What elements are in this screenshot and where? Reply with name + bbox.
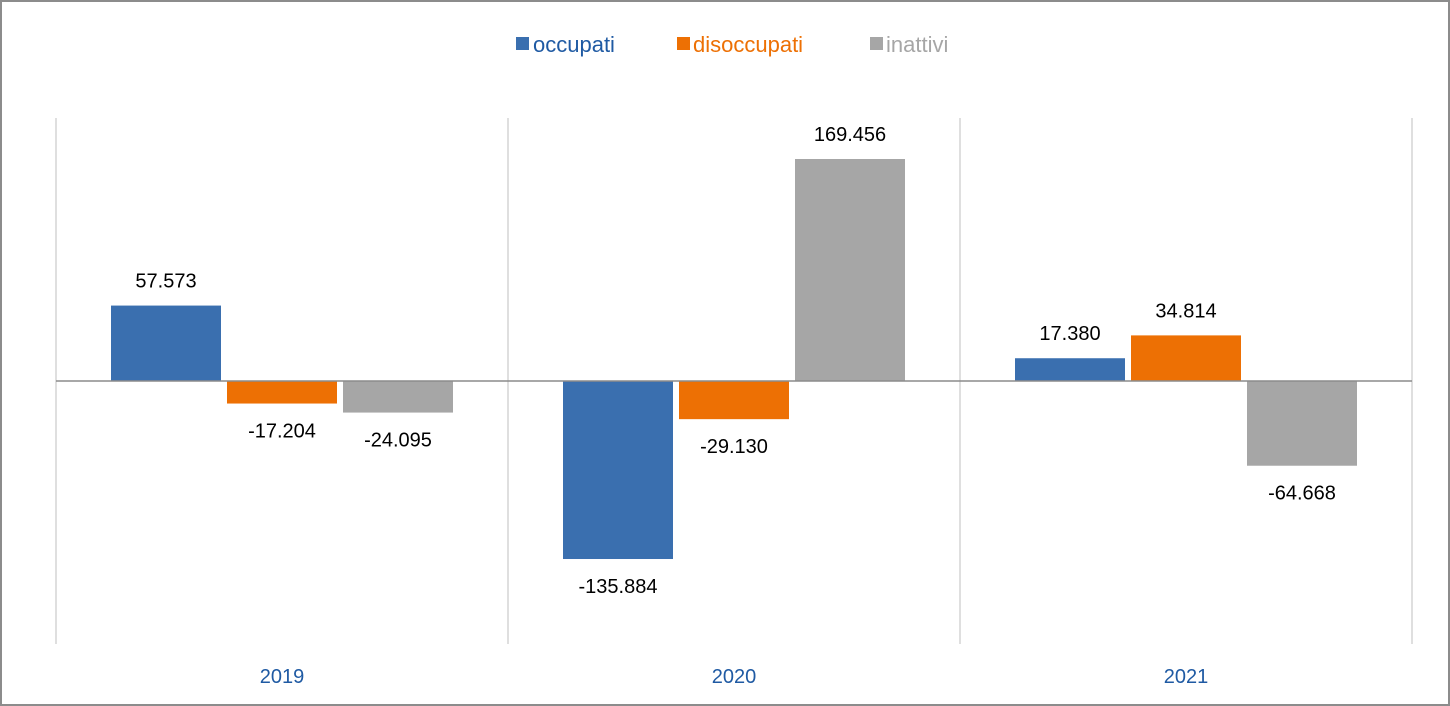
data-label-disoccupati-2021: 34.814 [1155,300,1216,322]
category-label-2019: 2019 [260,666,305,688]
legend-label-inattivi: inattivi [886,32,948,57]
data-label-inattivi-2020: 169.456 [814,124,886,146]
data-label-occupati-2020: -135.884 [579,576,658,598]
data-label-occupati-2019: 57.573 [135,271,196,293]
legend-label-occupati: occupati [533,32,615,57]
data-label-inattivi-2021: -64.668 [1268,483,1336,505]
bar-occupati-2019 [111,305,221,381]
legend-label-disoccupati: disoccupati [693,32,803,57]
category-label-2020: 2020 [712,666,757,688]
category-label-2021: 2021 [1164,666,1209,688]
data-label-inattivi-2019: -24.095 [364,430,432,452]
legend-swatch-occupati [516,37,529,50]
bar-disoccupati-2019 [227,381,337,404]
data-label-disoccupati-2020: -29.130 [700,436,768,458]
bar-occupati-2021 [1015,358,1125,381]
bar-inattivi-2019 [343,381,453,413]
bar-occupati-2020 [563,381,673,560]
legend-swatch-inattivi [870,37,883,50]
data-label-occupati-2021: 17.380 [1039,323,1100,345]
bar-disoccupati-2020 [679,381,789,420]
bar-disoccupati-2021 [1131,335,1241,381]
data-label-disoccupati-2019: -17.204 [248,421,316,443]
legend-swatch-disoccupati [677,37,690,50]
bar-inattivi-2020 [795,159,905,381]
bar-inattivi-2021 [1247,381,1357,466]
